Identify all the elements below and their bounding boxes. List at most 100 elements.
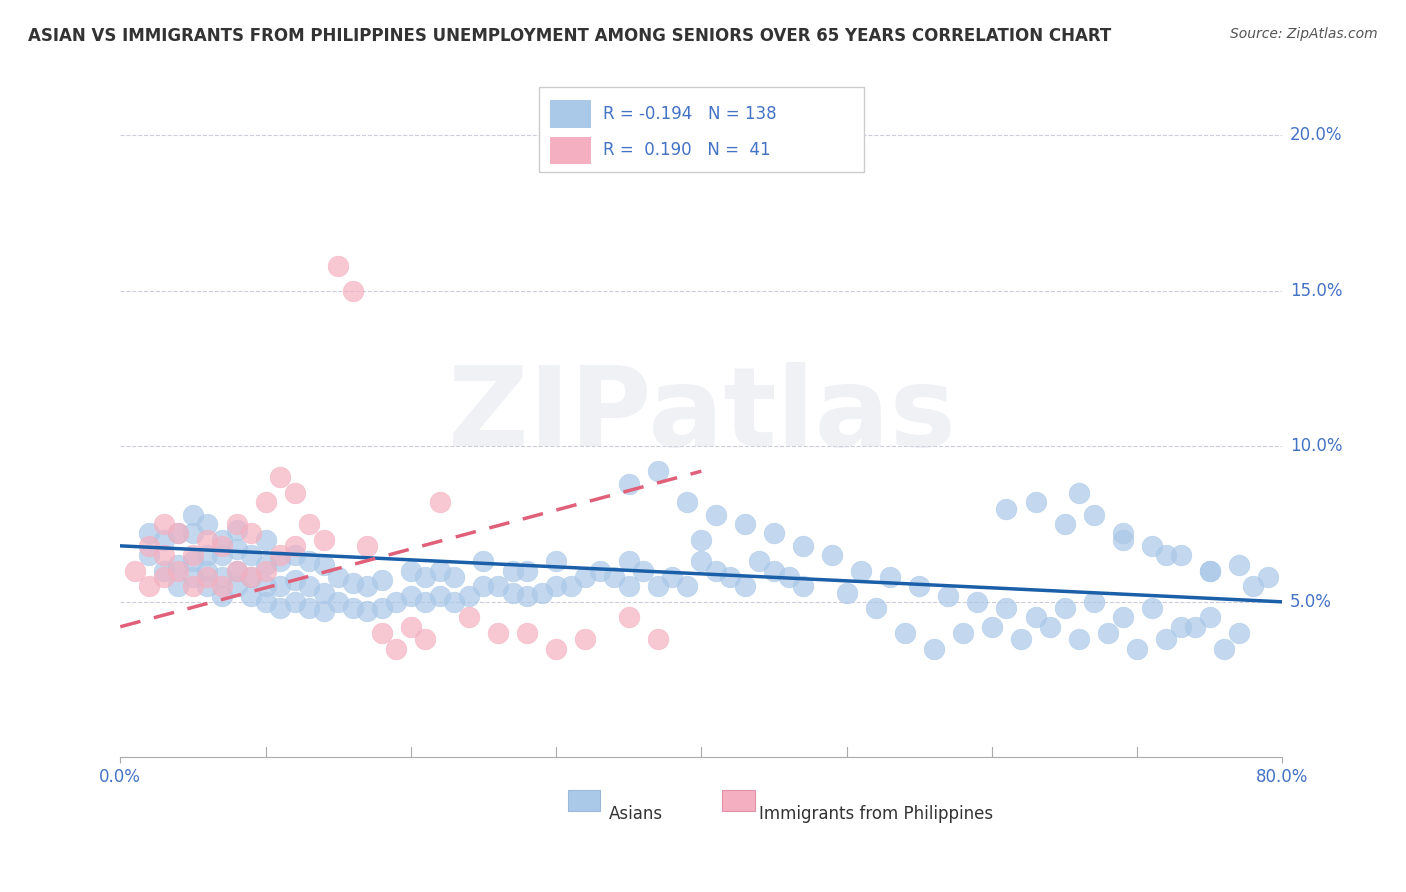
Point bbox=[1198, 564, 1220, 578]
Text: ASIAN VS IMMIGRANTS FROM PHILIPPINES UNEMPLOYMENT AMONG SENIORS OVER 65 YEARS CO: ASIAN VS IMMIGRANTS FROM PHILIPPINES UNE… bbox=[28, 27, 1111, 45]
Point bbox=[371, 626, 394, 640]
Point bbox=[197, 517, 219, 532]
Point bbox=[676, 495, 699, 509]
Point bbox=[269, 601, 291, 615]
Point bbox=[138, 539, 160, 553]
Point bbox=[879, 570, 901, 584]
Point bbox=[399, 620, 422, 634]
Point bbox=[356, 604, 378, 618]
Point bbox=[269, 548, 291, 562]
Point bbox=[399, 589, 422, 603]
Point bbox=[153, 517, 176, 532]
Point bbox=[225, 524, 247, 538]
Point bbox=[138, 526, 160, 541]
Text: Immigrants from Philippines: Immigrants from Philippines bbox=[759, 805, 994, 823]
Point bbox=[1010, 632, 1032, 647]
Point bbox=[995, 601, 1018, 615]
Point bbox=[312, 533, 335, 547]
Point bbox=[1227, 626, 1250, 640]
FancyBboxPatch shape bbox=[550, 101, 591, 128]
Point bbox=[342, 284, 364, 298]
Point bbox=[574, 632, 596, 647]
Point bbox=[676, 579, 699, 593]
Point bbox=[211, 533, 233, 547]
Point bbox=[153, 564, 176, 578]
Point bbox=[1126, 641, 1149, 656]
Point bbox=[298, 517, 321, 532]
Point bbox=[763, 526, 786, 541]
Point bbox=[284, 548, 307, 562]
Text: 5.0%: 5.0% bbox=[1289, 593, 1331, 611]
Text: 10.0%: 10.0% bbox=[1289, 437, 1343, 455]
Point bbox=[1241, 579, 1264, 593]
Point bbox=[792, 579, 814, 593]
Point bbox=[1257, 570, 1279, 584]
FancyBboxPatch shape bbox=[723, 790, 755, 811]
Point bbox=[342, 601, 364, 615]
Point bbox=[821, 548, 844, 562]
Point bbox=[1053, 601, 1076, 615]
Point bbox=[356, 579, 378, 593]
Point bbox=[240, 570, 263, 584]
Point bbox=[197, 564, 219, 578]
Point bbox=[240, 526, 263, 541]
Point bbox=[240, 570, 263, 584]
Point bbox=[617, 554, 640, 568]
Point bbox=[298, 579, 321, 593]
Point bbox=[269, 470, 291, 484]
Point bbox=[720, 570, 742, 584]
Point bbox=[560, 579, 582, 593]
Point bbox=[981, 620, 1004, 634]
Point bbox=[502, 564, 524, 578]
Point bbox=[371, 601, 394, 615]
Text: R =  0.190   N =  41: R = 0.190 N = 41 bbox=[603, 141, 770, 160]
Point bbox=[328, 259, 350, 273]
Point bbox=[952, 626, 974, 640]
Point bbox=[385, 595, 408, 609]
Point bbox=[1067, 632, 1090, 647]
Point bbox=[312, 585, 335, 599]
FancyBboxPatch shape bbox=[550, 136, 591, 164]
Point bbox=[211, 548, 233, 562]
Point bbox=[225, 564, 247, 578]
Point bbox=[1083, 595, 1105, 609]
FancyBboxPatch shape bbox=[568, 790, 600, 811]
Point bbox=[371, 573, 394, 587]
Point bbox=[328, 595, 350, 609]
Point bbox=[851, 564, 873, 578]
Point bbox=[661, 570, 683, 584]
Point bbox=[415, 632, 437, 647]
Point bbox=[966, 595, 988, 609]
Point bbox=[167, 558, 190, 572]
Point bbox=[138, 579, 160, 593]
Point bbox=[908, 579, 931, 593]
Point bbox=[1198, 610, 1220, 624]
Point bbox=[647, 464, 669, 478]
Point bbox=[574, 570, 596, 584]
Point bbox=[778, 570, 800, 584]
Point bbox=[922, 641, 945, 656]
Point bbox=[124, 564, 146, 578]
Point bbox=[167, 579, 190, 593]
Point bbox=[1111, 533, 1133, 547]
Point bbox=[458, 589, 481, 603]
Point bbox=[298, 601, 321, 615]
Text: Asians: Asians bbox=[609, 805, 662, 823]
Text: ZIPatlas: ZIPatlas bbox=[447, 361, 955, 468]
Point bbox=[269, 554, 291, 568]
Point bbox=[1184, 620, 1206, 634]
Point bbox=[486, 626, 509, 640]
Point bbox=[1198, 564, 1220, 578]
Point bbox=[690, 554, 713, 568]
Point bbox=[429, 495, 451, 509]
Point bbox=[1067, 486, 1090, 500]
Point bbox=[284, 486, 307, 500]
Point bbox=[181, 508, 204, 522]
Point bbox=[502, 585, 524, 599]
Point bbox=[1083, 508, 1105, 522]
Point bbox=[385, 641, 408, 656]
Point bbox=[211, 539, 233, 553]
Point bbox=[153, 570, 176, 584]
Point bbox=[197, 570, 219, 584]
Point bbox=[458, 610, 481, 624]
